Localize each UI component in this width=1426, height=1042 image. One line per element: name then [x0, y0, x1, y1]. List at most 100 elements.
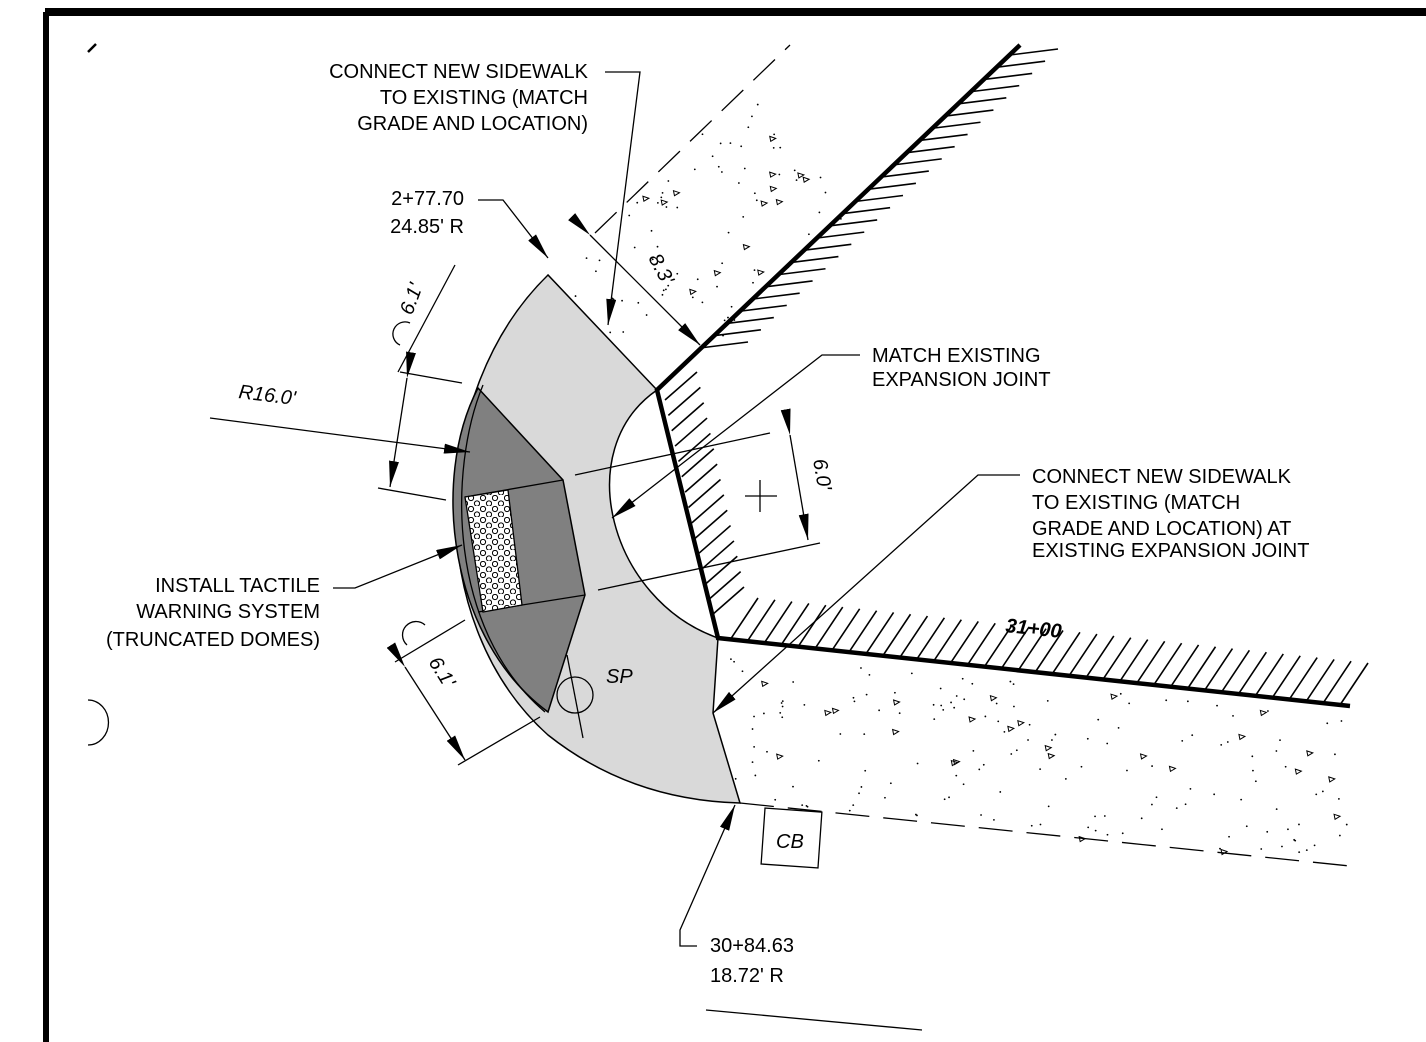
stipple-dot: [820, 177, 822, 179]
stipple-dot: [634, 247, 636, 249]
stipple-dot: [849, 810, 851, 812]
stipple-dot: [1118, 727, 1120, 729]
stipple-dot: [915, 814, 917, 816]
stipple-mark: [1008, 726, 1014, 731]
stipple-dot: [1213, 793, 1215, 795]
stipple-dot: [1338, 798, 1340, 800]
hatch-line: [685, 464, 717, 492]
stipple-dot: [861, 786, 863, 788]
stipple-dot: [1016, 749, 1018, 751]
stipple-mark: [1018, 721, 1024, 726]
stipple-dot: [866, 694, 868, 696]
hatch-line: [1306, 659, 1334, 701]
stipple-dot: [1120, 693, 1122, 695]
stipple-mark: [1307, 751, 1313, 756]
stipple-dot: [667, 285, 669, 287]
stipple-dot: [803, 704, 805, 706]
hatch-line: [916, 618, 944, 660]
stipple-mark: [1295, 769, 1301, 774]
stipple-dot: [997, 720, 999, 722]
stipple-mark: [743, 245, 749, 250]
stipple-dot: [727, 317, 729, 319]
station-line: 2+77.70: [391, 188, 464, 210]
stipple-dot: [940, 705, 942, 707]
hatch-line: [692, 495, 724, 523]
hatch-line: [1204, 649, 1232, 691]
dimension-label: 6.1': [396, 279, 428, 317]
stipple-dot: [940, 688, 942, 690]
stipple-dot: [666, 206, 668, 208]
stipple-dot: [1346, 824, 1348, 826]
stipple-dot: [1285, 766, 1287, 768]
stipple-dot: [712, 155, 714, 157]
stipple-dot: [774, 799, 776, 801]
stipple-dot: [1126, 770, 1128, 772]
stipple-dot: [796, 179, 798, 181]
hatch-line: [1272, 656, 1300, 698]
stipple-mark: [761, 201, 767, 206]
hatch-line: [712, 587, 744, 615]
stipple-dot: [1334, 753, 1336, 755]
stipple-mark: [1260, 710, 1266, 715]
stipple-dot: [622, 331, 624, 333]
stipple-dot: [1065, 778, 1067, 780]
stipple-dot: [660, 196, 662, 198]
stipple-dot: [1187, 700, 1189, 702]
stipple-dot: [740, 145, 742, 147]
stipple-dot: [894, 692, 896, 694]
hatch-line: [1221, 650, 1249, 692]
stipple-dot: [1281, 846, 1283, 848]
stipple-dot: [984, 716, 986, 718]
stipple-dot: [1087, 738, 1089, 740]
stipple-mark: [661, 200, 667, 205]
stipple-mark: [758, 270, 764, 275]
stipple-dot: [752, 282, 754, 284]
stipple-dot: [753, 746, 755, 748]
stipple-mark: [1169, 766, 1175, 771]
note-connect-top: CONNECT NEW SIDEWALK TO EXISTING (MATCH …: [329, 61, 589, 135]
extension-line: [378, 488, 446, 500]
stipple-dot: [752, 761, 754, 763]
stipple-dot: [1252, 770, 1254, 772]
stipple-mark: [894, 700, 900, 705]
stipple-dot: [692, 296, 694, 298]
leader: [333, 545, 462, 588]
stipple-mark: [770, 172, 776, 177]
dimension-label: 8.3': [644, 250, 679, 289]
hatch-line: [1137, 641, 1165, 683]
stipple-dot: [858, 792, 860, 794]
stipple-dot: [978, 769, 980, 771]
stipple-mark: [1334, 814, 1340, 819]
hatch-line: [967, 623, 995, 665]
stipple-dot: [950, 702, 952, 704]
stipple-dot: [665, 288, 667, 290]
stipple-dot: [1128, 702, 1130, 704]
hatch-line: [798, 605, 826, 647]
stipple-dot: [1165, 699, 1167, 701]
note-tactile: INSTALL TACTILE WARNING SYSTEM (TRUNCATE…: [106, 575, 320, 651]
stipple-dot: [1013, 706, 1015, 708]
hatch-line: [672, 403, 704, 431]
stipple-dot: [1276, 808, 1278, 810]
stipple-mark: [776, 200, 782, 205]
stipple-dot: [1314, 844, 1316, 846]
note-line: CONNECT NEW SIDEWALK: [1032, 466, 1292, 488]
stipple-dot: [721, 262, 723, 264]
hatch-line: [695, 510, 727, 538]
hatch-line: [1103, 638, 1131, 680]
stipple-dot: [863, 733, 865, 735]
note-connect-right: CONNECT NEW SIDEWALK TO EXISTING (MATCH …: [1032, 466, 1309, 562]
stipple-dot: [980, 814, 982, 816]
stipple-dot: [702, 301, 704, 303]
extension-line: [458, 717, 540, 765]
station-line: 30+84.63: [710, 935, 794, 957]
stipple-dot: [621, 300, 623, 302]
stipple-dot: [753, 716, 755, 718]
stipple-dot: [730, 658, 732, 660]
stipple-dot: [1326, 722, 1328, 724]
stipple-dot: [636, 202, 638, 204]
hatch-line: [933, 620, 961, 662]
stipple-dot: [933, 704, 935, 706]
stipple-dot: [854, 700, 856, 702]
hatch-line: [1255, 654, 1283, 696]
